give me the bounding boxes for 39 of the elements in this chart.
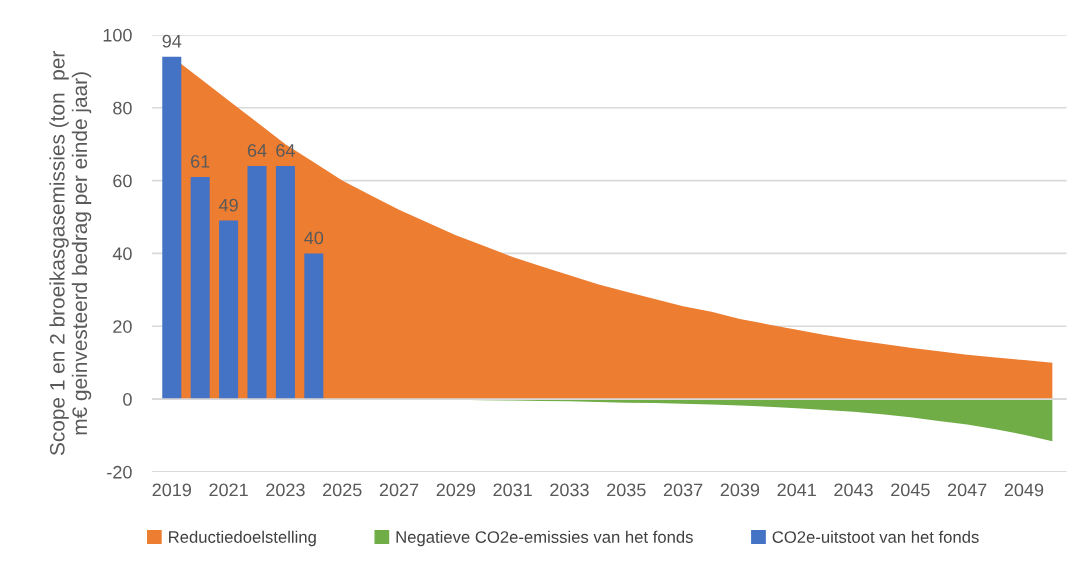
data-label: 49: [218, 198, 238, 212]
x-tick-label: 2039: [720, 483, 760, 497]
y-tick-label: 80: [113, 101, 132, 115]
bar: [162, 56, 182, 400]
bar: [247, 165, 267, 400]
x-tick-label: 2025: [323, 483, 362, 497]
legend-label: Negatieve CO2e-emissies van het fonds: [396, 530, 693, 547]
x-tick-label: 2045: [891, 483, 930, 497]
x-tick-label: 2047: [947, 483, 987, 497]
bar: [275, 165, 295, 400]
x-tick-label: 2029: [436, 483, 476, 497]
data-label: 64: [276, 144, 295, 157]
y-tick-label: -20: [107, 465, 132, 479]
data-label: 61: [191, 155, 210, 168]
x-tick-label: 2021: [209, 483, 248, 497]
x-tick-label: 2023: [266, 483, 305, 497]
x-tick-label: 2033: [550, 483, 589, 497]
y-tick-label: 0: [123, 393, 132, 406]
data-label: 64: [247, 144, 267, 157]
y-tick-label: 100: [103, 28, 132, 42]
x-tick-label: 2037: [663, 483, 703, 497]
y-tick-label: 60: [113, 174, 132, 188]
legend-label: CO2e-uitstoot van het fonds: [772, 530, 979, 543]
x-tick-label: 2043: [834, 483, 873, 497]
x-tick-label: 2049: [1004, 483, 1044, 497]
bar: [219, 220, 239, 400]
x-tick-label: 2027: [379, 483, 419, 497]
bar: [190, 176, 210, 400]
x-tick-label: 2019: [152, 483, 192, 497]
y-tick-label: 40: [112, 247, 132, 261]
x-tick-label: 2035: [607, 483, 646, 497]
x-tick-label: 2041: [777, 483, 816, 497]
y-tick-label: 20: [113, 320, 132, 333]
bar: [304, 253, 324, 400]
data-label: 40: [304, 231, 324, 245]
x-tick-label: 2031: [493, 483, 532, 497]
data-label: 94: [162, 34, 182, 48]
legend-label: Reductiedoelstelling: [169, 530, 316, 547]
y-axis-title: Scope 1 en 2 broeikasgasemissies (ton per m€ geinvesteerd bedrag per einde jaar): [49, 51, 92, 456]
